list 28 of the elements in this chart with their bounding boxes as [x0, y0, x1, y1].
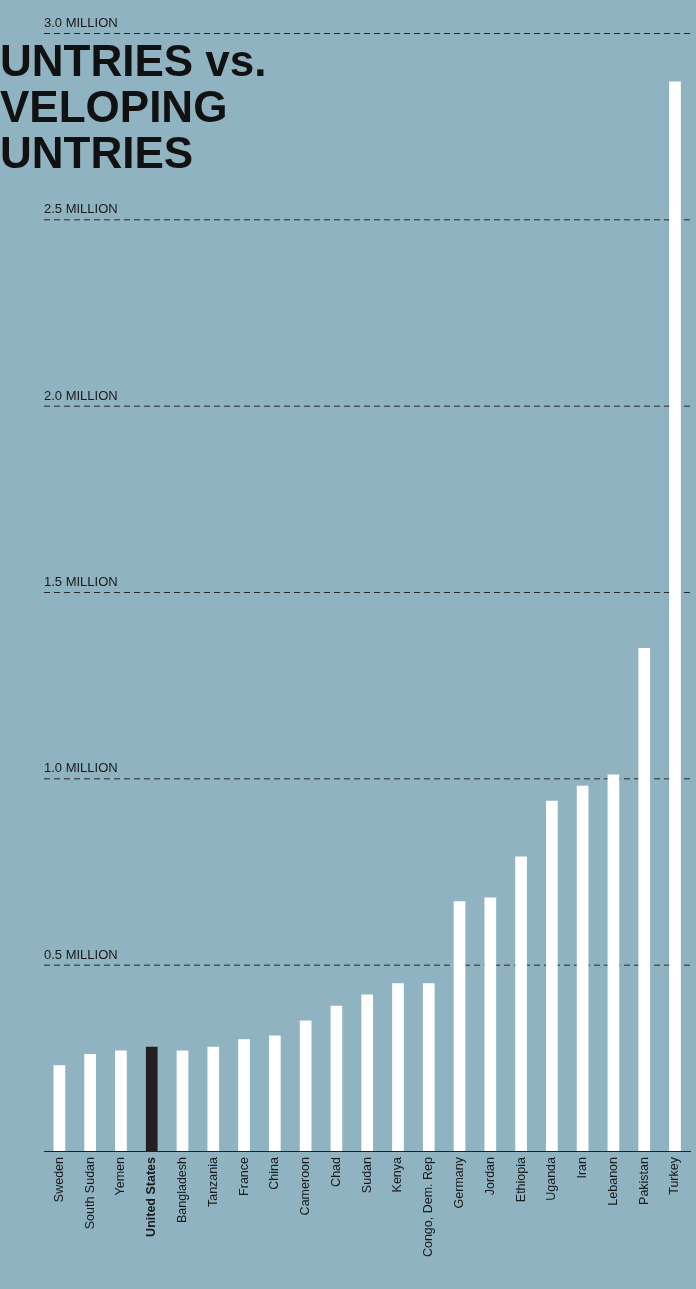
x-tick-label: France [236, 1156, 251, 1196]
x-tick-label: Ethiopia [513, 1156, 528, 1203]
x-tick-label: Iran [575, 1156, 590, 1179]
x-tick-label: Lebanon [605, 1156, 620, 1206]
x-tick-label: Congo, Dem. Rep [421, 1156, 436, 1258]
x-tick-label: Sudan [359, 1156, 374, 1194]
x-tick-label: Jordan [482, 1156, 497, 1196]
y-tick-label: 2.0 MILLION [44, 387, 118, 403]
y-tick-label: 3.0 MILLION [44, 15, 118, 31]
x-tick-label: Yemen [113, 1156, 128, 1196]
text: UNTRIES vs. VELOPING UNTRIES [0, 36, 268, 178]
x-tick-label: Tanzania [205, 1156, 220, 1208]
x-tick-label: China [267, 1156, 282, 1190]
x-tick-label: Bangladesh [174, 1156, 189, 1224]
y-tick-label: 0.5 MILLION [44, 946, 118, 962]
y-tick-label: 1.0 MILLION [44, 760, 118, 776]
x-tick-label: Germany [451, 1156, 466, 1209]
y-tick-label: 2.5 MILLION [44, 201, 118, 217]
x-tick-label: Uganda [544, 1156, 559, 1201]
x-tick-label: Sweden [51, 1156, 66, 1203]
x-tick-label: South Sudan [82, 1156, 97, 1230]
x-tick-label: Pakistan [636, 1156, 651, 1205]
x-tick-label: United States [144, 1156, 159, 1237]
y-tick-label: 1.5 MILLION [44, 574, 118, 590]
x-tick-label: Turkey [667, 1156, 682, 1195]
x-tick-label: Cameroon [298, 1156, 313, 1216]
x-tick-label: Kenya [390, 1156, 405, 1193]
x-tick-label: Chad [328, 1156, 343, 1187]
